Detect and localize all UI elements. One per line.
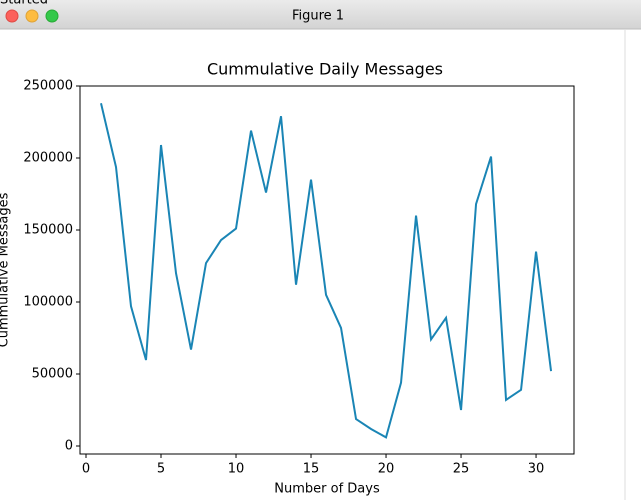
- x-tick-label: 30: [528, 462, 545, 477]
- zoom-button[interactable]: [45, 9, 59, 23]
- minimize-button[interactable]: [25, 9, 39, 23]
- x-tick-label: 5: [157, 462, 165, 477]
- chart-title: Cummulative Daily Messages: [207, 60, 443, 79]
- plot-frame: [79, 85, 575, 455]
- y-tick-label: 50000: [32, 366, 73, 381]
- y-tick-label: 0: [65, 438, 73, 453]
- x-tick-label: 15: [303, 462, 320, 477]
- x-tick-label: 10: [228, 462, 245, 477]
- line-series: [100, 103, 553, 439]
- x-axis-label: Number of Days: [274, 482, 380, 497]
- background-text: Started: [0, 0, 48, 8]
- window-title: Figure 1: [292, 9, 344, 24]
- y-tick-label: 150000: [23, 222, 73, 237]
- x-tick-label: 0: [82, 462, 90, 477]
- title-bar: [0, 0, 641, 29]
- y-tick-label: 250000: [23, 79, 73, 94]
- y-tick-label: 200000: [23, 150, 73, 165]
- x-tick-label: 25: [453, 462, 470, 477]
- y-axis-label: Cummulative Messages: [0, 192, 12, 347]
- y-tick-label: 100000: [23, 294, 73, 309]
- close-button[interactable]: [5, 9, 19, 23]
- x-tick-label: 20: [378, 462, 395, 477]
